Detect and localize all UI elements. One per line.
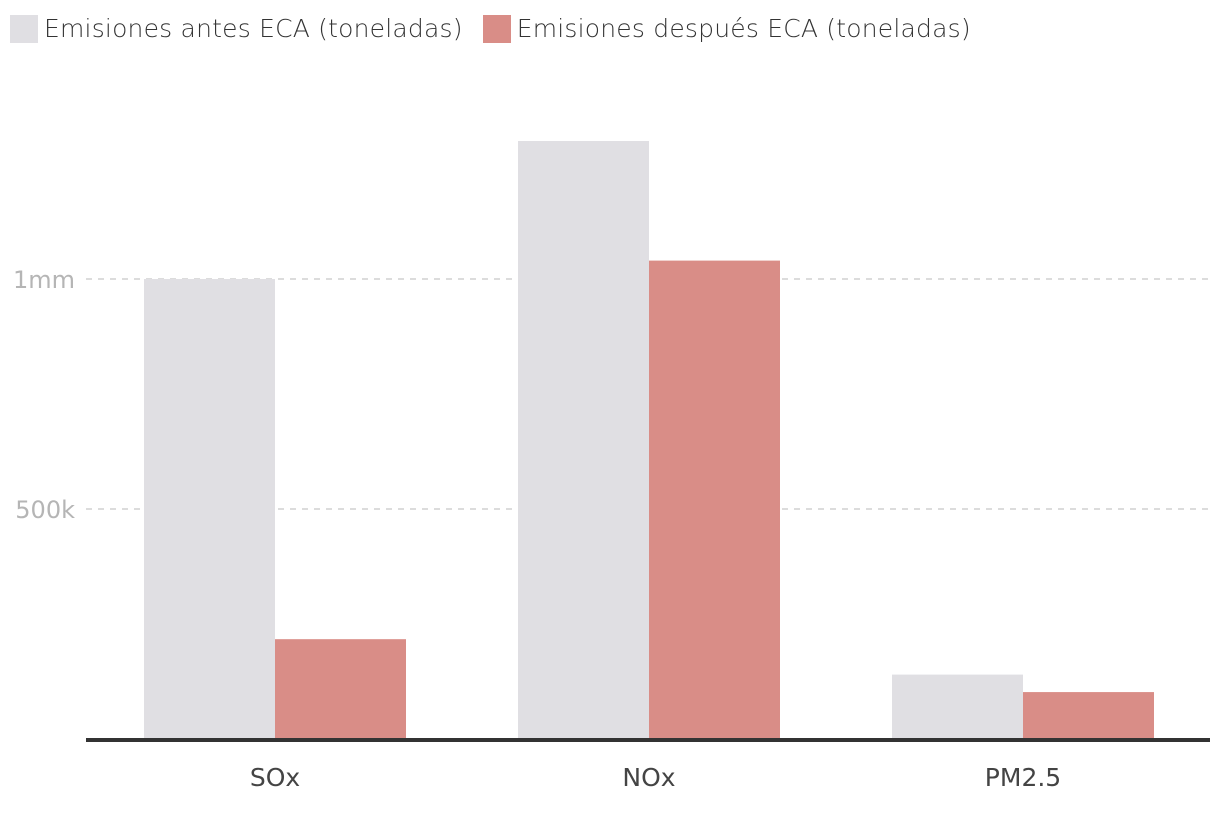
y-tick-label-1: 1mm xyxy=(13,266,75,294)
legend-label-before: Emisiones antes ECA (toneladas) xyxy=(44,14,463,43)
legend-label-after: Emisiones después ECA (toneladas) xyxy=(516,14,971,43)
bar-pm25-series-1 xyxy=(1023,692,1154,739)
legend-swatch-after xyxy=(482,14,511,43)
x-tick-label-1: NOx xyxy=(622,763,675,792)
legend-item-before: Emisiones antes ECA (toneladas) xyxy=(10,14,463,43)
legend: Emisiones antes ECA (toneladas) Emisione… xyxy=(10,14,991,43)
bar-sox-series-0 xyxy=(144,279,275,739)
bar-pm25-series-0 xyxy=(892,674,1023,739)
x-tick-label-0: SOx xyxy=(250,763,300,792)
legend-item-after: Emisiones después ECA (toneladas) xyxy=(482,14,971,43)
bar-nox-series-0 xyxy=(518,141,649,739)
legend-swatch-before xyxy=(10,14,38,43)
bar-nox-series-1 xyxy=(649,260,780,739)
x-tick-label-2: PM2.5 xyxy=(985,763,1061,792)
bar-sox-series-1 xyxy=(275,639,406,739)
y-tick-label-0: 500k xyxy=(15,496,75,524)
